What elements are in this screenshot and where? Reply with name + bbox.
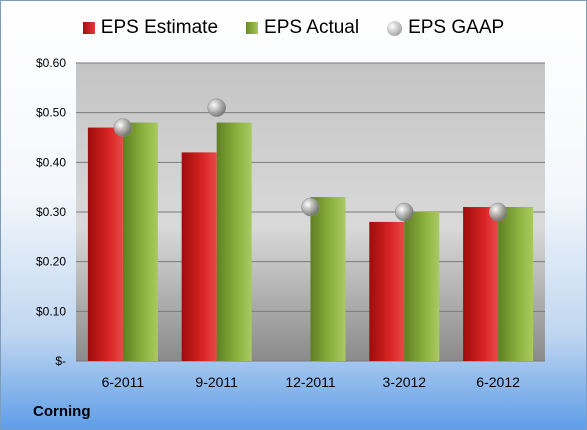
estimate-bar [463, 207, 499, 361]
estimate-bar [87, 127, 123, 361]
y-tick-label: $0.60 [36, 56, 66, 70]
legend-label-actual: EPS Actual [264, 17, 360, 38]
legend-swatch-estimate [82, 22, 95, 34]
y-tick-label: $0.50 [36, 106, 66, 120]
y-tick-label: $- [55, 354, 66, 368]
legend-label-gaap: EPS GAAP [408, 17, 505, 38]
x-tick-label: 9-2011 [195, 374, 238, 390]
actual-bar [404, 212, 440, 361]
legend-swatch-gaap [387, 20, 403, 36]
gaap-marker [207, 98, 226, 117]
gaap-marker [488, 202, 508, 222]
actual-bar [216, 122, 252, 361]
legend: EPS Estimate EPS Actual EPS GAAP [1, 17, 586, 39]
estimate-bar [369, 221, 405, 361]
gaap-marker [113, 118, 133, 137]
actual-bar [310, 197, 346, 361]
legend-entry-actual: EPS Actual [246, 17, 359, 39]
y-tick-label: $0.20 [36, 255, 66, 269]
company-label: Corning [33, 403, 91, 420]
y-tick-label: $0.10 [36, 304, 66, 318]
legend-entry-gaap: EPS GAAP [387, 17, 504, 39]
actual-bar [122, 122, 158, 361]
actual-bar [498, 207, 534, 361]
legend-label-estimate: EPS Estimate [100, 17, 219, 38]
estimate-bar [181, 152, 217, 361]
y-tick-label: $0.30 [36, 205, 66, 219]
legend-swatch-actual [246, 22, 259, 34]
y-tick-label: $0.40 [36, 155, 66, 169]
x-tick-label: 6-2011 [102, 374, 145, 390]
gaap-marker [395, 202, 414, 222]
x-tick-label: 6-2012 [476, 374, 520, 390]
x-tick-label: 12-2011 [285, 374, 336, 390]
x-tick-label: 3-2012 [383, 374, 427, 390]
legend-entry-estimate: EPS Estimate [82, 17, 219, 39]
gaap-marker [301, 197, 320, 217]
